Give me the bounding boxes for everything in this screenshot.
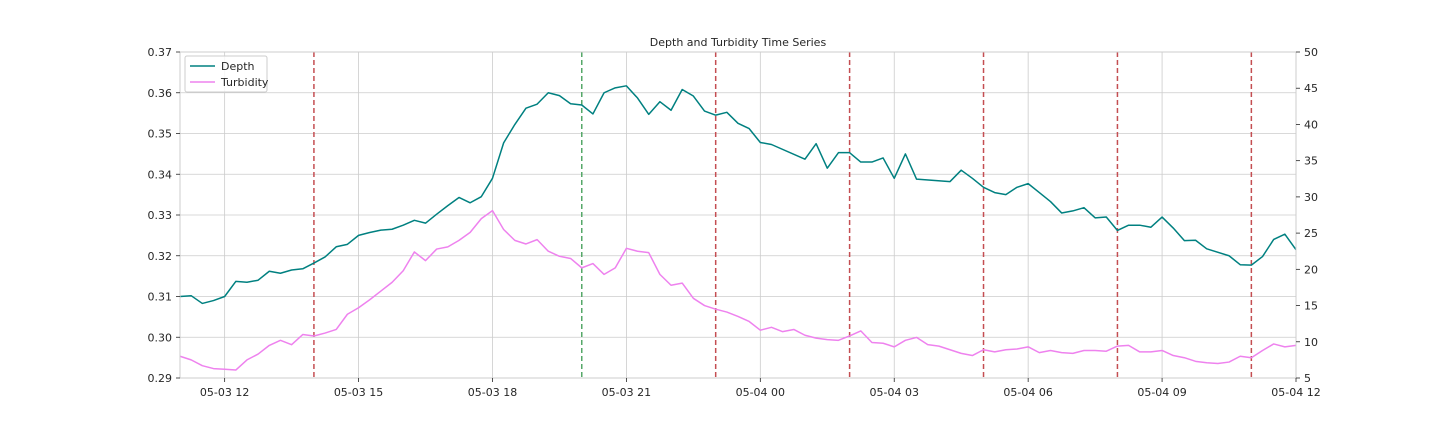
grid [180,51,1297,379]
y-right-tick-label: 20 [1304,263,1318,276]
legend-box [184,55,268,93]
y-left-tick-label: 0.29 [148,372,173,385]
y-left-tick-label: 0.33 [148,209,173,222]
y-left-tick-label: 0.30 [148,331,173,344]
y-left-tick-label: 0.37 [148,46,173,59]
y-axis-right: 5 10 15 20 25 30 35 40 45 50 [1296,46,1318,385]
x-tick-label: 05-04 00 [736,386,785,399]
x-tick-label: 05-03 15 [334,386,383,399]
y-right-tick-label: 30 [1304,191,1318,204]
series-line-turbidity [179,209,1297,371]
y-left-tick-label: 0.31 [148,291,173,304]
series-line-depth [179,85,1297,305]
x-tick-label: 05-03 12 [200,386,249,399]
x-tick-label: 05-03 18 [468,386,517,399]
legend-label-turbidity: Turbidity [220,76,269,89]
y-right-tick-label: 40 [1304,118,1318,131]
y-right-tick-label: 45 [1304,82,1318,95]
chart-title: Depth and Turbidity Time Series [650,36,827,49]
y-left-tick-label: 0.34 [148,168,173,181]
y-left-tick-label: 0.36 [148,87,173,100]
y-left-tick-label: 0.32 [148,250,173,263]
y-left-tick-label: 0.35 [148,128,173,141]
x-tick-label: 05-03 21 [602,386,651,399]
series-lines [179,85,1297,371]
y-right-tick-label: 5 [1304,372,1311,385]
x-tick-label: 05-04 12 [1271,386,1320,399]
y-right-tick-label: 10 [1304,336,1318,349]
y-right-tick-label: 15 [1304,300,1318,313]
y-right-tick-label: 35 [1304,155,1318,168]
legend-label-depth: Depth [221,60,255,73]
x-axis: 05-03 12 05-03 15 05-03 18 05-03 21 05-04 00… [200,378,1321,399]
event-lines [313,52,1253,378]
x-tick-label: 05-04 06 [1003,386,1052,399]
y-right-tick-label: 25 [1304,227,1318,240]
x-tick-label: 05-04 09 [1137,386,1186,399]
x-tick-label: 05-04 03 [870,386,919,399]
y-axis-left: 0.29 0.30 0.31 0.32 0.33 0.34 0.35 0.36 0.37 [148,46,180,385]
y-right-tick-label: 50 [1304,46,1318,59]
legend: Depth Turbidity [184,55,269,93]
